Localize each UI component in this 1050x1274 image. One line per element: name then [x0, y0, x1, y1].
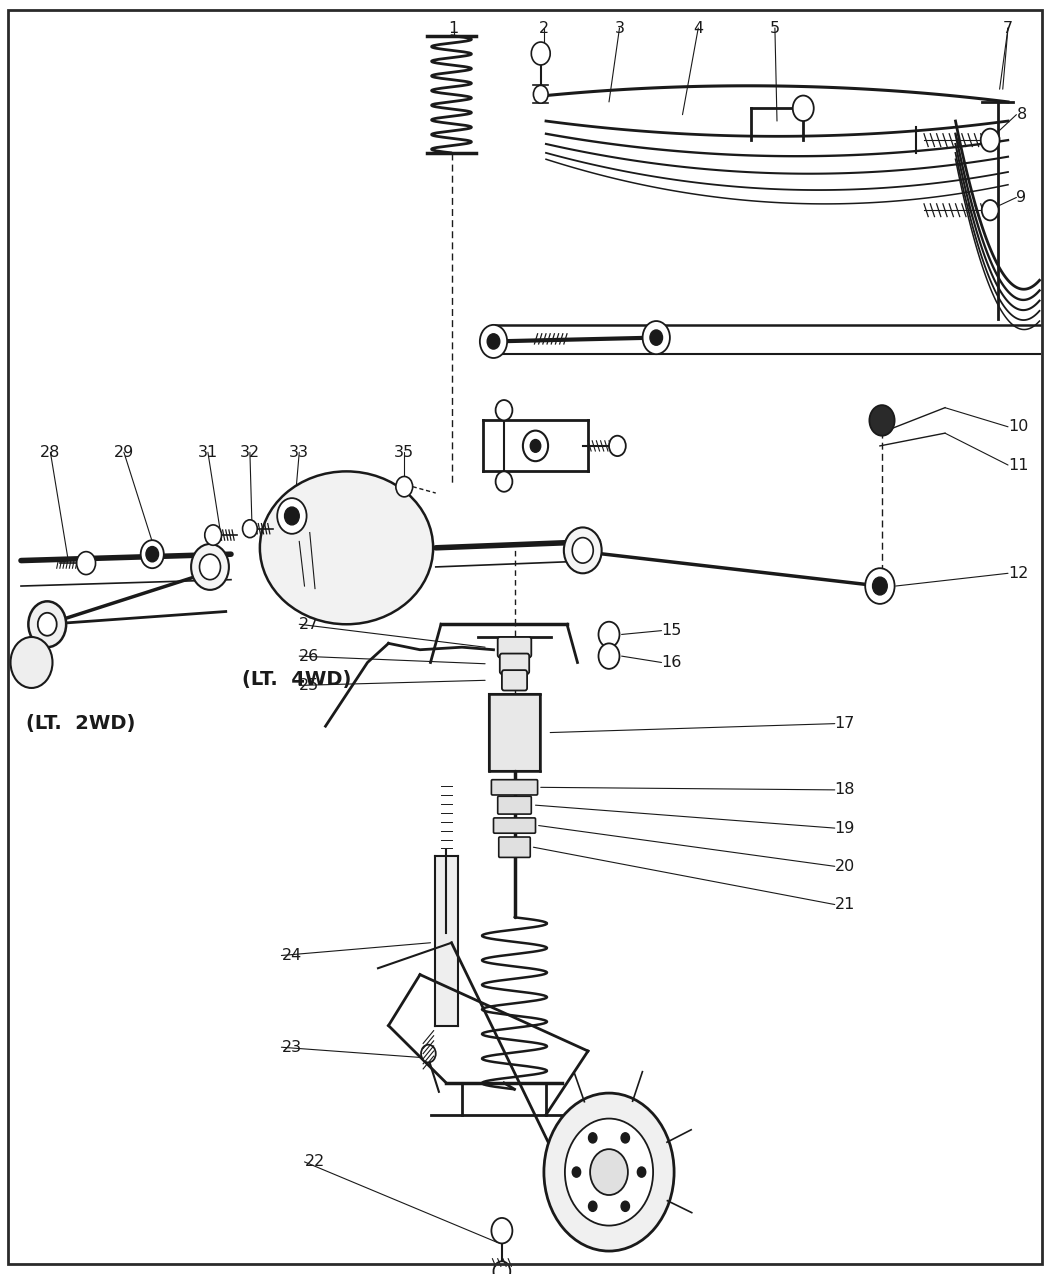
- Circle shape: [598, 622, 620, 647]
- Circle shape: [565, 1119, 653, 1226]
- Circle shape: [865, 568, 895, 604]
- FancyBboxPatch shape: [500, 654, 529, 674]
- Circle shape: [277, 498, 307, 534]
- Text: 1: 1: [448, 20, 459, 36]
- Circle shape: [590, 1149, 628, 1195]
- Text: 27: 27: [299, 617, 319, 632]
- Circle shape: [621, 1201, 629, 1212]
- Text: 16: 16: [662, 655, 681, 670]
- Circle shape: [650, 330, 663, 345]
- Circle shape: [564, 527, 602, 573]
- Circle shape: [396, 476, 413, 497]
- Circle shape: [572, 1167, 581, 1177]
- Circle shape: [531, 42, 550, 65]
- Circle shape: [981, 129, 1000, 152]
- Text: 33: 33: [289, 445, 310, 460]
- Text: 23: 23: [281, 1040, 301, 1055]
- Circle shape: [496, 400, 512, 420]
- Circle shape: [38, 613, 57, 636]
- Text: 20: 20: [835, 859, 855, 874]
- Text: 28: 28: [40, 445, 61, 460]
- Circle shape: [530, 440, 541, 452]
- Text: 31: 31: [197, 445, 218, 460]
- Bar: [489, 694, 540, 771]
- Text: 9: 9: [1016, 190, 1027, 205]
- Circle shape: [494, 1261, 510, 1274]
- Circle shape: [243, 520, 257, 538]
- FancyBboxPatch shape: [491, 780, 538, 795]
- Circle shape: [869, 405, 895, 436]
- Text: 2: 2: [539, 20, 549, 36]
- Circle shape: [421, 1045, 436, 1063]
- Circle shape: [496, 471, 512, 492]
- Circle shape: [588, 1201, 597, 1212]
- Text: 7: 7: [1003, 20, 1013, 36]
- Text: 3: 3: [614, 20, 625, 36]
- Text: 5: 5: [770, 20, 780, 36]
- FancyBboxPatch shape: [494, 818, 536, 833]
- Circle shape: [491, 1218, 512, 1243]
- Circle shape: [28, 601, 66, 647]
- Text: 19: 19: [835, 820, 855, 836]
- Text: 25: 25: [299, 678, 319, 693]
- Circle shape: [609, 436, 626, 456]
- Text: (LT.  2WD): (LT. 2WD): [26, 715, 135, 733]
- Circle shape: [141, 540, 164, 568]
- Ellipse shape: [260, 471, 433, 624]
- Circle shape: [873, 577, 887, 595]
- Circle shape: [191, 544, 229, 590]
- Text: 32: 32: [239, 445, 260, 460]
- FancyBboxPatch shape: [498, 796, 531, 814]
- Circle shape: [793, 96, 814, 121]
- Text: 21: 21: [835, 897, 855, 912]
- Circle shape: [146, 547, 159, 562]
- Circle shape: [77, 552, 96, 575]
- Circle shape: [10, 637, 52, 688]
- Circle shape: [480, 325, 507, 358]
- Circle shape: [205, 525, 222, 545]
- Text: 22: 22: [304, 1154, 324, 1170]
- FancyBboxPatch shape: [498, 637, 531, 657]
- Text: 10: 10: [1008, 419, 1028, 434]
- Text: 29: 29: [113, 445, 134, 460]
- Circle shape: [982, 200, 999, 220]
- Text: 17: 17: [835, 716, 855, 731]
- Circle shape: [533, 85, 548, 103]
- Circle shape: [621, 1133, 629, 1143]
- Circle shape: [544, 1093, 674, 1251]
- FancyBboxPatch shape: [499, 837, 530, 857]
- Circle shape: [637, 1167, 646, 1177]
- Bar: [435, 856, 458, 1026]
- Text: 8: 8: [1016, 107, 1027, 122]
- Text: 15: 15: [662, 623, 681, 638]
- Text: 4: 4: [693, 20, 704, 36]
- Circle shape: [487, 334, 500, 349]
- Text: 35: 35: [394, 445, 415, 460]
- Circle shape: [285, 507, 299, 525]
- Text: (LT.  4WD): (LT. 4WD): [242, 670, 351, 688]
- Text: 18: 18: [835, 782, 856, 798]
- Text: 26: 26: [299, 648, 319, 664]
- Circle shape: [572, 538, 593, 563]
- FancyBboxPatch shape: [502, 670, 527, 691]
- Circle shape: [588, 1133, 597, 1143]
- Text: 24: 24: [281, 948, 301, 963]
- Circle shape: [523, 431, 548, 461]
- Text: 11: 11: [1008, 457, 1029, 473]
- Circle shape: [643, 321, 670, 354]
- Circle shape: [200, 554, 220, 580]
- Circle shape: [598, 643, 620, 669]
- Text: 12: 12: [1008, 566, 1028, 581]
